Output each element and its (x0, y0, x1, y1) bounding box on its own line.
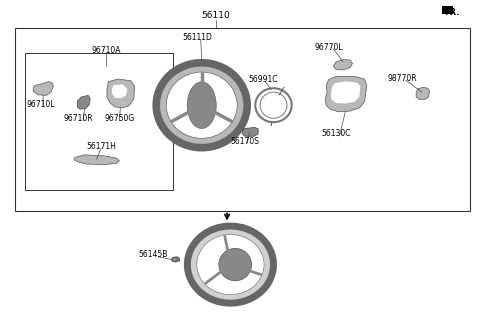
Text: 96710A: 96710A (91, 46, 121, 55)
Polygon shape (33, 82, 53, 95)
Text: 56145B: 56145B (138, 250, 168, 259)
Polygon shape (172, 257, 180, 262)
Text: FR.: FR. (444, 8, 460, 17)
Ellipse shape (219, 248, 252, 281)
Polygon shape (107, 79, 135, 108)
Polygon shape (242, 127, 258, 136)
Text: 96710L: 96710L (26, 100, 55, 109)
Ellipse shape (187, 226, 274, 303)
Text: 56991C: 56991C (248, 74, 278, 84)
Ellipse shape (156, 63, 247, 148)
Text: 96710R: 96710R (64, 114, 94, 123)
Polygon shape (77, 95, 90, 109)
Text: 56170S: 56170S (230, 137, 259, 146)
FancyBboxPatch shape (442, 6, 453, 14)
Polygon shape (74, 155, 120, 165)
Text: 98770R: 98770R (388, 74, 418, 83)
Text: 56130C: 56130C (321, 130, 350, 138)
Text: 96770L: 96770L (314, 43, 343, 51)
Ellipse shape (197, 235, 264, 295)
Polygon shape (331, 81, 360, 104)
Text: 56171H: 56171H (86, 142, 116, 151)
Text: 56111D: 56111D (182, 33, 212, 42)
Text: 56110: 56110 (202, 11, 230, 20)
Polygon shape (416, 87, 430, 99)
Polygon shape (325, 76, 367, 112)
Ellipse shape (192, 96, 212, 114)
Polygon shape (333, 59, 352, 70)
Ellipse shape (166, 72, 237, 138)
Text: 96750G: 96750G (104, 114, 134, 123)
Ellipse shape (187, 82, 216, 129)
Polygon shape (112, 84, 128, 99)
